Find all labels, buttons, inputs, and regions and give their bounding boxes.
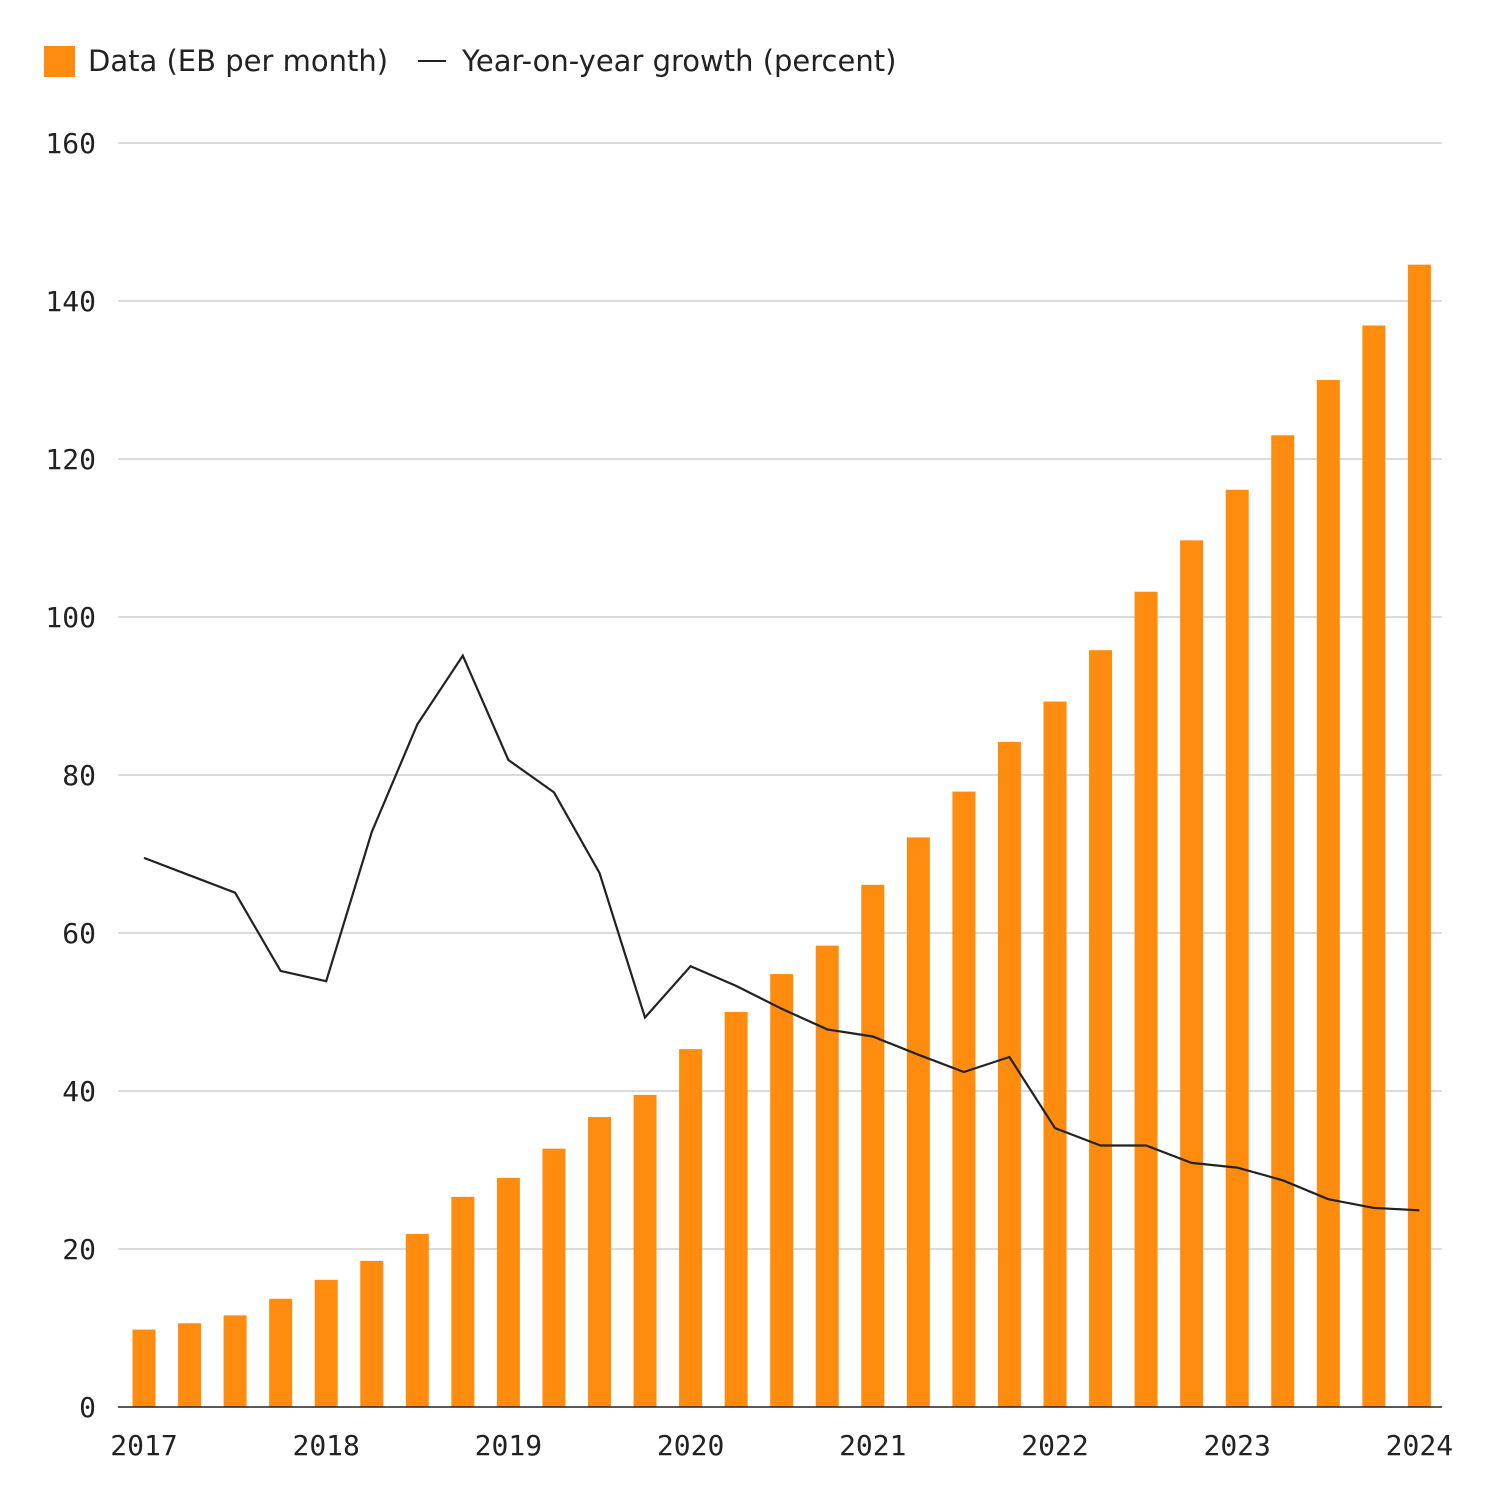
x-tick-label: 2021 <box>839 1429 906 1462</box>
x-tick-label: 2024 <box>1386 1429 1453 1462</box>
bar <box>815 945 839 1407</box>
bar-swatch-icon <box>44 45 75 77</box>
legend-label-data: Data (EB per month) <box>88 44 389 78</box>
bar <box>314 1279 338 1407</box>
bar <box>1089 650 1113 1407</box>
bar <box>997 741 1021 1407</box>
bar <box>861 884 885 1407</box>
bar <box>724 1012 748 1407</box>
x-tick-label: 2022 <box>1021 1429 1088 1462</box>
bar <box>451 1196 475 1407</box>
x-tick-label: 2018 <box>292 1429 359 1462</box>
bar <box>1043 701 1067 1407</box>
x-tick-label: 2017 <box>110 1429 177 1462</box>
bar <box>496 1177 520 1407</box>
bar <box>542 1148 566 1407</box>
bar <box>1180 540 1204 1407</box>
y-tick-label: 20 <box>62 1233 96 1266</box>
y-tick-label: 80 <box>62 759 96 792</box>
bar <box>1407 264 1431 1407</box>
growth-line <box>143 653 1420 1212</box>
bar <box>952 791 976 1407</box>
bar <box>770 974 794 1407</box>
legend-item-growth: Year-on-year growth (percent) <box>418 44 896 78</box>
y-tick-label: 40 <box>62 1075 96 1108</box>
bar <box>1316 380 1340 1407</box>
bar <box>906 837 930 1407</box>
y-tick-label: 60 <box>62 917 96 950</box>
axes: 0 20 40 60 80 100 120 140 160 2017 2018 2019 2020 202… <box>45 127 1453 1462</box>
legend-label-growth: Year-on-year growth (percent) <box>462 44 897 78</box>
bar <box>633 1094 657 1407</box>
line-swatch-icon <box>418 60 447 62</box>
x-tick-label: 2023 <box>1203 1429 1270 1462</box>
y-tick-label: 100 <box>45 601 96 634</box>
bar <box>360 1260 384 1407</box>
bar <box>223 1315 247 1407</box>
x-tick-label: 2019 <box>475 1429 542 1462</box>
bar <box>1225 489 1249 1407</box>
y-tick-label: 140 <box>45 285 96 318</box>
bar <box>1134 591 1158 1407</box>
bar-series <box>132 264 1431 1407</box>
bar <box>679 1049 703 1407</box>
bar <box>269 1298 293 1407</box>
bar <box>1271 435 1295 1407</box>
x-tick-label: 2020 <box>657 1429 724 1462</box>
y-tick-label: 160 <box>45 127 96 160</box>
bar <box>588 1117 611 1407</box>
bar <box>1362 325 1386 1407</box>
legend: Data (EB per month) Year-on-year growth … <box>44 38 896 84</box>
y-tick-label: 0 <box>79 1391 96 1424</box>
y-tick-label: 120 <box>45 443 96 476</box>
growth-line-series <box>143 653 1420 1212</box>
bar <box>405 1233 429 1407</box>
bar <box>132 1329 156 1407</box>
legend-item-data: Data (EB per month) <box>44 44 388 78</box>
bar <box>178 1323 202 1407</box>
